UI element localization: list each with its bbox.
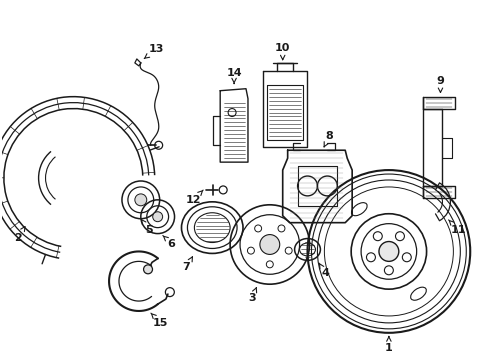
- Circle shape: [152, 212, 163, 222]
- Text: 5: 5: [141, 219, 152, 235]
- Text: 15: 15: [151, 313, 168, 328]
- Text: 10: 10: [274, 43, 290, 60]
- Text: 11: 11: [447, 220, 465, 235]
- Circle shape: [378, 242, 398, 261]
- Circle shape: [135, 194, 146, 206]
- Text: 6: 6: [163, 235, 175, 248]
- Text: 13: 13: [144, 44, 164, 59]
- Text: 1: 1: [384, 337, 392, 353]
- Text: 2: 2: [14, 227, 25, 243]
- Circle shape: [259, 235, 279, 255]
- Text: 8: 8: [324, 131, 332, 147]
- Text: 7: 7: [182, 257, 192, 272]
- Text: 3: 3: [247, 288, 256, 303]
- Text: 14: 14: [226, 68, 242, 84]
- Text: 4: 4: [319, 263, 328, 278]
- Text: 12: 12: [185, 190, 203, 205]
- Circle shape: [143, 265, 152, 274]
- Text: 9: 9: [436, 76, 444, 93]
